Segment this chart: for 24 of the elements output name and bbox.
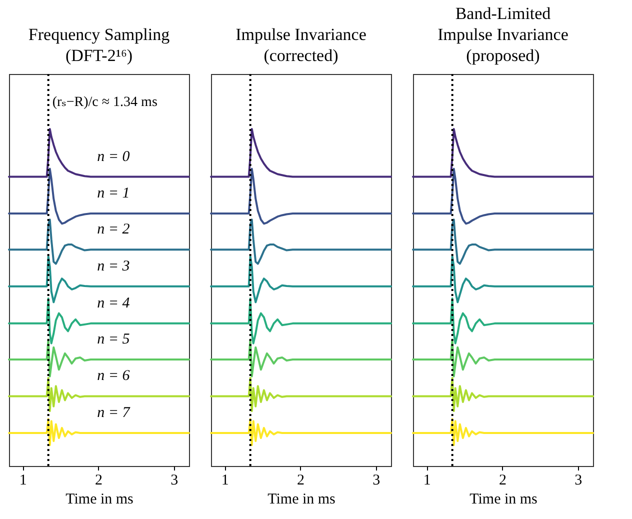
x-tick-label: 2 [94,472,102,488]
series-label: n = 5 [97,331,130,348]
x-axis-title: Time in ms [268,492,336,508]
x-axis-title: Time in ms [66,492,134,508]
x-tick-label: 1 [221,472,229,488]
x-axis-title: Time in ms [470,492,538,508]
x-tick-label: 2 [296,472,304,488]
x-tick-label: 1 [19,472,27,488]
series-label: n = 7 [97,404,132,421]
chart-title: Band-Limited Impulse Invariance (proposed) [438,4,568,65]
series-label: n = 1 [97,186,130,202]
chart-title: Frequency Sampling (DFT-2¹⁶) [28,25,170,65]
series-label: n = 3 [97,258,130,274]
x-tick-label: 3 [574,472,582,488]
series-label: n = 2 [97,222,130,238]
x-tick-label: 3 [170,472,178,488]
chart-title: Impulse Invariance (corrected) [236,25,366,65]
series-label: n = 6 [97,368,130,384]
x-tick-label: 2 [498,472,506,488]
series-label: n = 4 [97,295,130,312]
series-label: n = 0 [97,148,130,165]
x-tick-label: 1 [423,472,431,488]
x-tick-label: 3 [372,472,380,488]
ref-line-label: (rₛ−R)/c ≈ 1.34 ms [52,95,158,110]
